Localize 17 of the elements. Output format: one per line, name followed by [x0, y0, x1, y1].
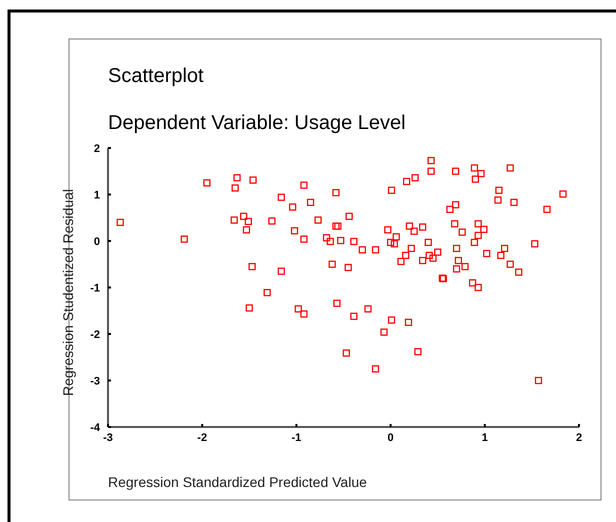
- y-tick-label: 1: [94, 189, 100, 202]
- chart-subtitle: Dependent Variable: Usage Level: [108, 112, 406, 134]
- x-tick-label: -3: [103, 432, 113, 444]
- x-tick-label: 1: [482, 432, 488, 444]
- x-tick-label: 2: [576, 432, 582, 444]
- chart-title: Scatterplot: [108, 65, 204, 87]
- x-tick-label: -2: [197, 432, 208, 444]
- x-tick-label: 0: [388, 432, 394, 444]
- y-tick-label: -1: [90, 282, 100, 294]
- y-tick-label: 0: [94, 236, 100, 248]
- y-axis-title: Regression Studentized Residual: [60, 188, 76, 396]
- y-tick-label: -3: [90, 375, 100, 388]
- x-tick-label: -1: [292, 432, 302, 444]
- x-axis-title: Regression Standardized Predicted Value: [108, 474, 368, 490]
- y-tick-label: -2: [90, 328, 100, 341]
- y-tick-label: -4: [90, 422, 101, 434]
- y-tick-label: 2: [94, 142, 100, 155]
